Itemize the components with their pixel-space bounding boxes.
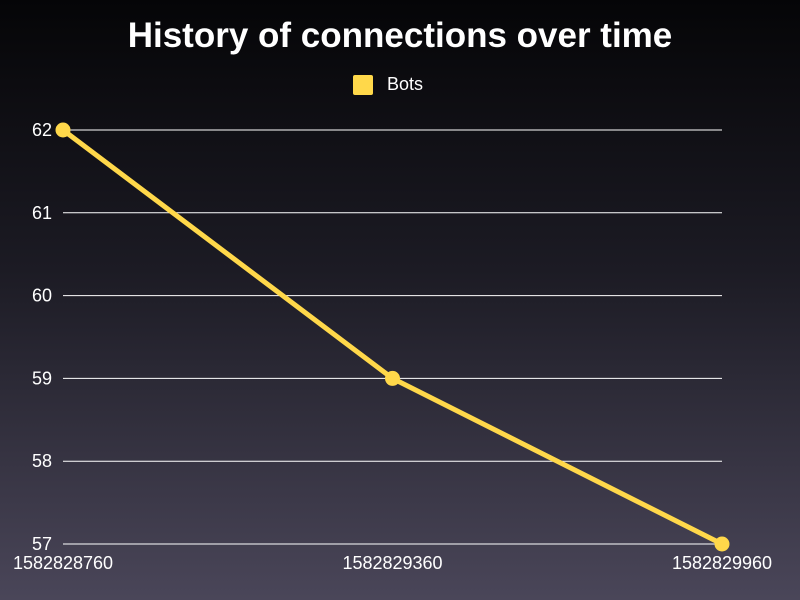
series-line <box>60 127 725 547</box>
x-axis-tick-labels: 1582828760 1582829360 1582829960 <box>13 553 772 573</box>
data-point <box>714 536 730 552</box>
y-axis-tick-labels: 57 58 59 60 61 62 <box>32 120 52 554</box>
y-tick-label: 60 <box>32 286 52 306</box>
legend-label-bots: Bots <box>387 74 423 94</box>
y-tick-label: 58 <box>32 451 52 471</box>
y-tick-label: 61 <box>32 203 52 223</box>
x-tick-label: 1582829360 <box>342 553 442 573</box>
legend-swatch-bots <box>353 75 373 95</box>
x-tick-label: 1582829960 <box>672 553 772 573</box>
chart-title: History of connections over time <box>128 16 673 55</box>
y-tick-label: 57 <box>32 534 52 554</box>
y-gridlines <box>63 129 722 545</box>
data-point <box>385 370 400 386</box>
series-bots <box>55 122 730 552</box>
y-tick-label: 62 <box>32 120 52 140</box>
y-tick-label: 59 <box>32 368 52 388</box>
data-point <box>55 122 71 138</box>
x-tick-label: 1582828760 <box>13 553 113 573</box>
legend: Bots <box>353 74 423 95</box>
